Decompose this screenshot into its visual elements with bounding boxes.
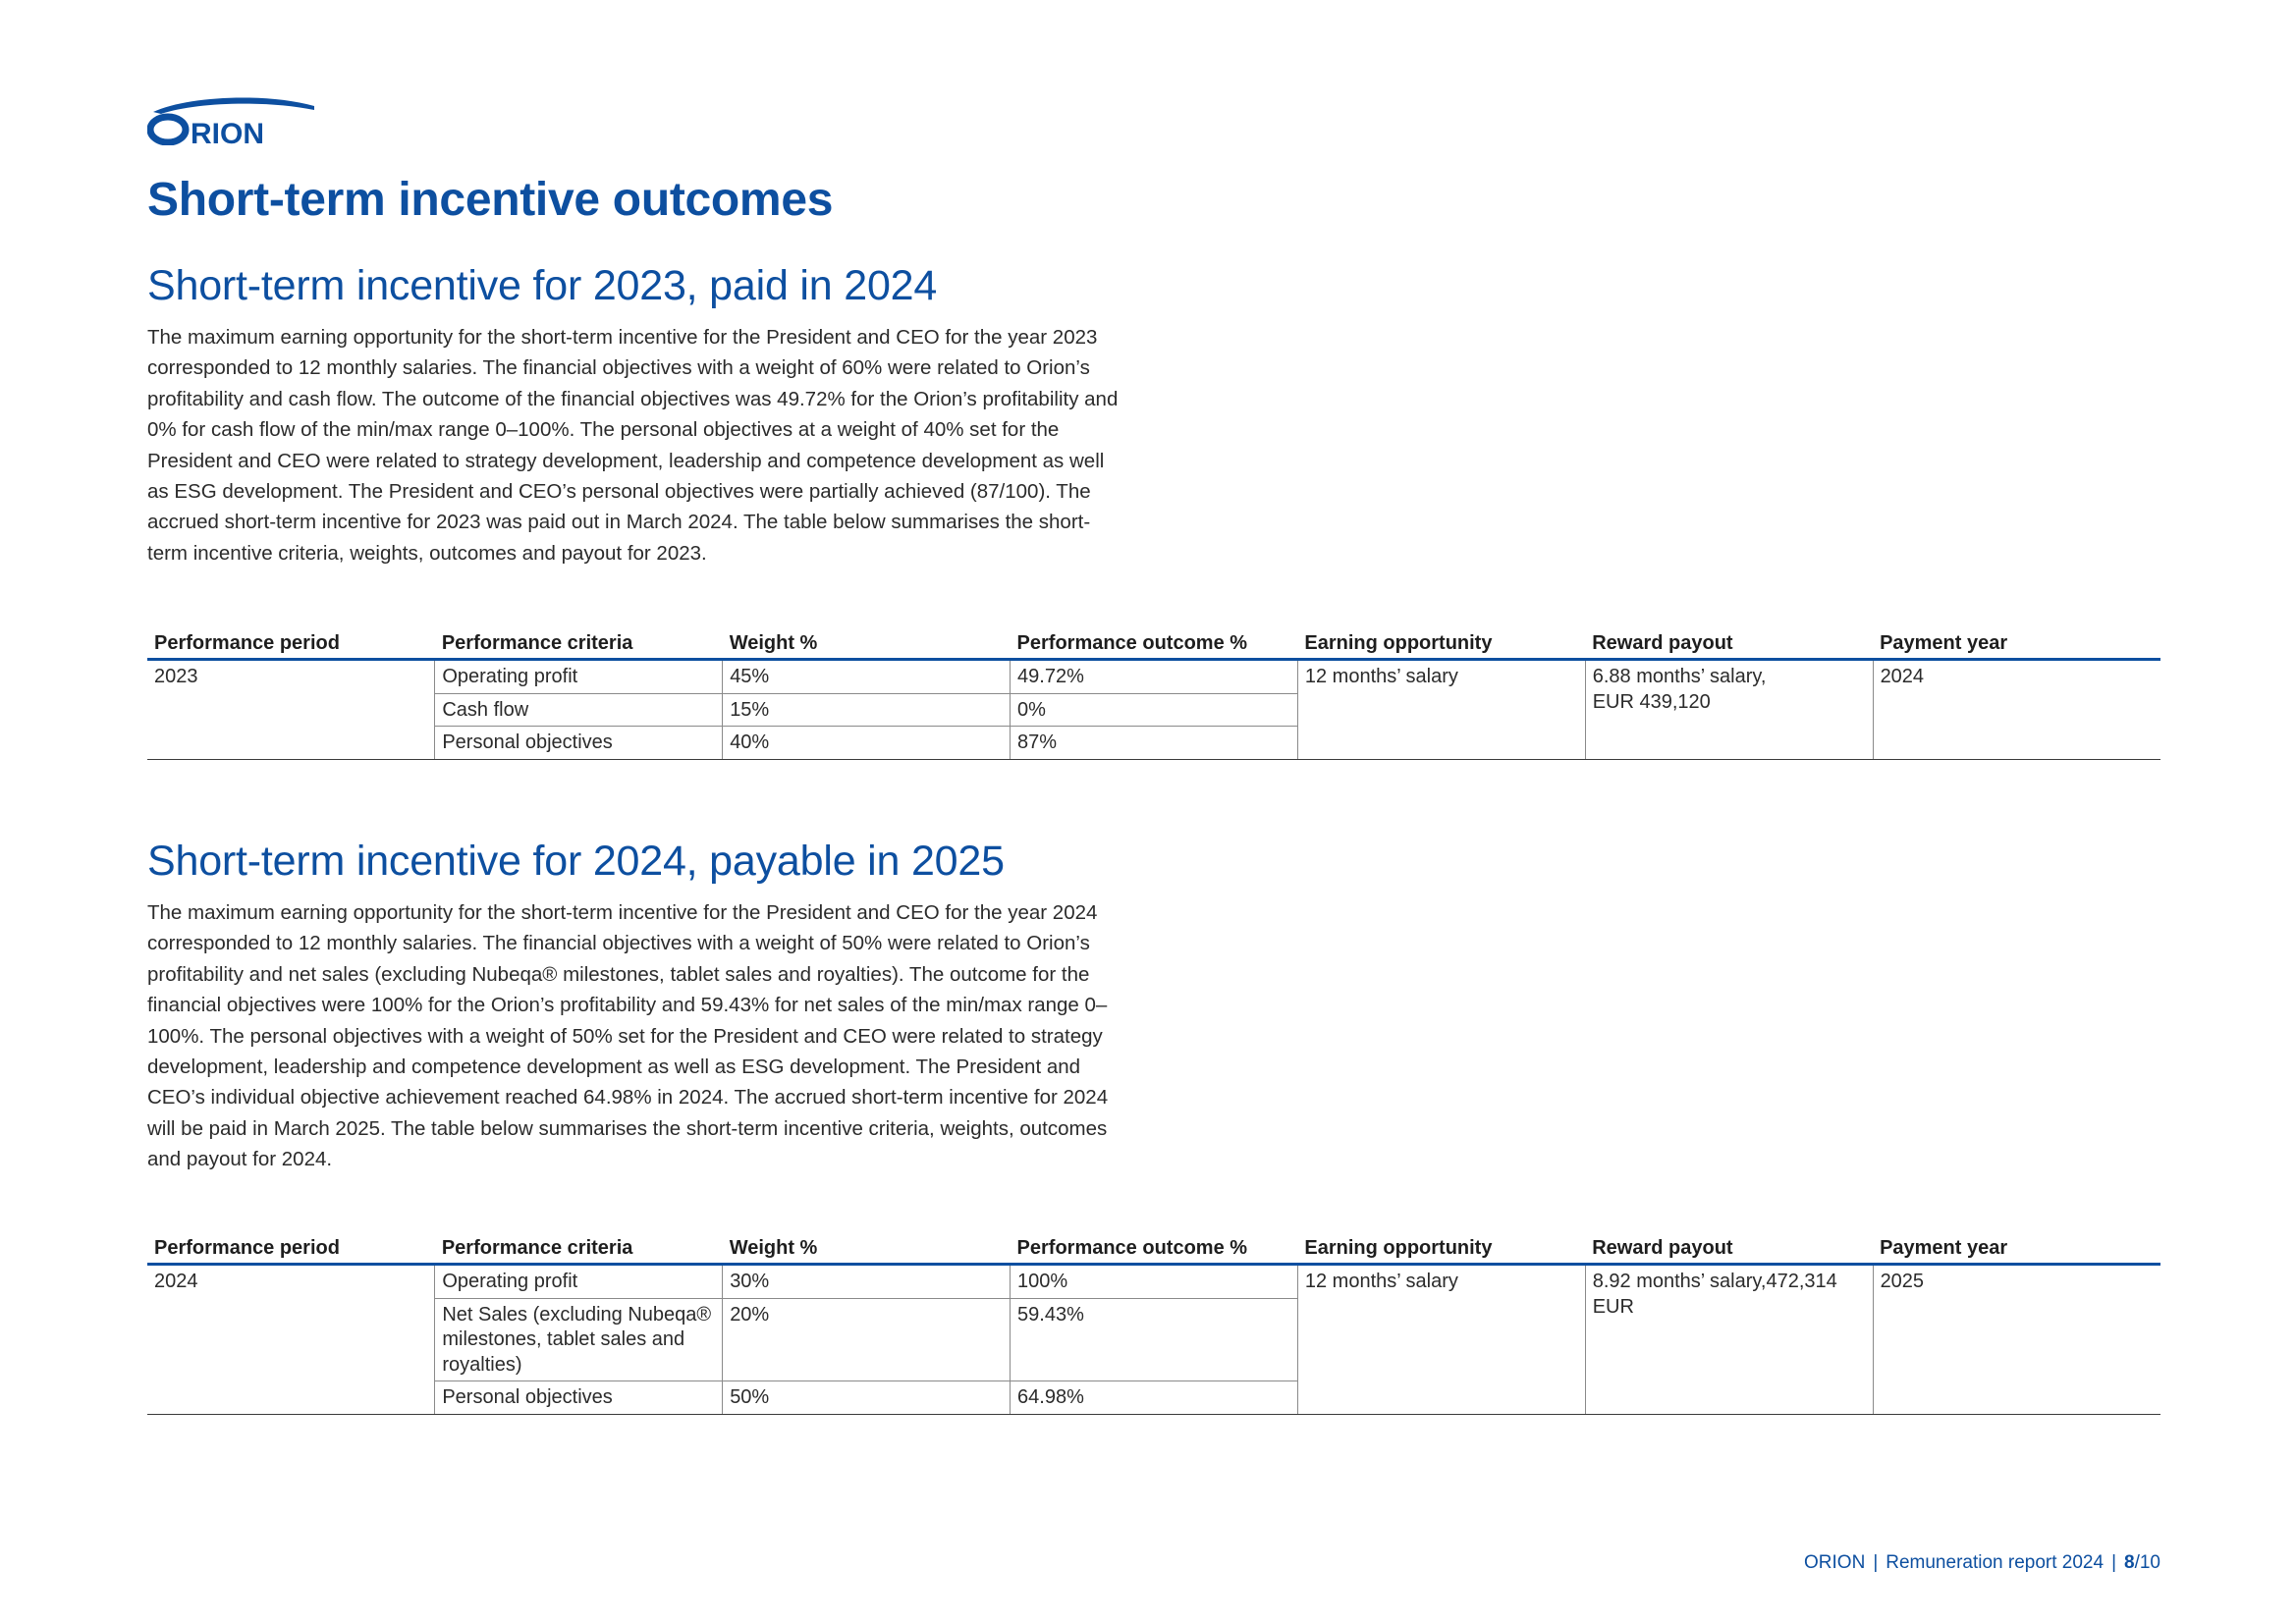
svg-text:RION: RION xyxy=(191,118,264,145)
column-header: Performance criteria xyxy=(434,627,723,661)
reward-payout-line: 6.88 months’ salary, xyxy=(1592,666,1767,687)
weight-cell: 15% xyxy=(722,692,1011,727)
criteria-cell: Operating profit xyxy=(434,659,723,693)
column-header: Earning opportunity xyxy=(1297,1232,1586,1266)
table-row: 2023 Operating profit 45% 49.72% 12 mont… xyxy=(147,659,2160,760)
page-footer: ORION | Remuneration report 2024 | 8/10 xyxy=(1804,1552,2160,1574)
weight-cell: 30% xyxy=(722,1264,1011,1298)
column-header: Payment year xyxy=(1873,1232,2160,1266)
table-row: Personal objectives 40% 87% xyxy=(147,726,2160,760)
footer-report: Remuneration report 2024 xyxy=(1886,1552,2105,1573)
table-row: 2024 Operating profit 30% 100% 12 months… xyxy=(147,1264,2160,1415)
section-title: Short-term incentive for 2024, payable i… xyxy=(147,838,1005,885)
incentive-table-2024: Performance period Performance criteria … xyxy=(147,1232,2160,1415)
column-header: Performance outcome % xyxy=(1010,1232,1298,1266)
section-2023: Short-term incentive for 2023, paid in 2… xyxy=(147,259,2160,760)
criteria-cell: Net Sales (excluding Nubeqa® milestones,… xyxy=(434,1297,723,1381)
column-header: Weight % xyxy=(722,627,1011,661)
criteria-cell: Cash flow xyxy=(434,692,723,727)
weight-cell: 45% xyxy=(722,659,1011,693)
earning-opportunity-cell: 12 months’ salary xyxy=(1296,1264,1586,1415)
column-header: Performance period xyxy=(147,627,435,661)
footer-separator: | xyxy=(2111,1552,2116,1573)
table-header-row: Performance period Performance criteria … xyxy=(147,627,2160,661)
table-row: Cash flow 15% 0% xyxy=(147,692,2160,727)
page-title: Short-term incentive outcomes xyxy=(147,174,834,226)
outcome-cell: 64.98% xyxy=(1010,1380,1298,1415)
column-header: Reward payout xyxy=(1585,627,1874,661)
column-header: Payment year xyxy=(1873,627,2160,661)
section-2024: Short-term incentive for 2024, payable i… xyxy=(147,835,2160,1415)
outcome-cell: 87% xyxy=(1010,726,1298,760)
incentive-table-2023: Performance period Performance criteria … xyxy=(147,627,2160,760)
column-header: Performance outcome % xyxy=(1010,627,1298,661)
column-header: Weight % xyxy=(722,1232,1011,1266)
page-number-total: /10 xyxy=(2134,1552,2160,1573)
period-cell: 2024 xyxy=(147,1264,435,1415)
criteria-cell: Operating profit xyxy=(434,1264,723,1298)
payment-year-cell: 2024 xyxy=(1872,659,2160,760)
column-header: Performance criteria xyxy=(434,1232,723,1266)
earning-opportunity-cell: 12 months’ salary xyxy=(1296,659,1586,760)
footer-company: ORION xyxy=(1804,1552,1866,1573)
section-body: The maximum earning opportunity for the … xyxy=(147,901,1109,1171)
column-header: Performance period xyxy=(147,1232,435,1266)
payment-year-cell: 2025 xyxy=(1872,1264,2160,1415)
table-row: Net Sales (excluding Nubeqa® milestones,… xyxy=(147,1297,2160,1381)
column-header: Earning opportunity xyxy=(1297,627,1586,661)
weight-cell: 40% xyxy=(722,726,1011,760)
orion-logo: RION xyxy=(147,97,314,145)
reward-payout-line: EUR 439,120 xyxy=(1592,690,1711,713)
reward-payout-cell: 6.88 months’ salary, EUR 439,120 xyxy=(1584,659,1874,760)
reward-payout-cell: 8.92 months’ salary,472,314 EUR xyxy=(1584,1264,1874,1415)
footer-separator: | xyxy=(1873,1552,1879,1573)
table-header-row: Performance period Performance criteria … xyxy=(147,1232,2160,1266)
table-row: Personal objectives 50% 64.98% xyxy=(147,1380,2160,1415)
page-number-current: 8 xyxy=(2124,1552,2135,1573)
outcome-cell: 59.43% xyxy=(1010,1297,1298,1381)
outcome-cell: 49.72% xyxy=(1010,659,1298,693)
outcome-cell: 100% xyxy=(1010,1264,1298,1298)
criteria-cell: Personal objectives xyxy=(434,726,723,760)
period-cell: 2023 xyxy=(147,659,435,760)
column-header: Reward payout xyxy=(1585,1232,1874,1266)
weight-cell: 50% xyxy=(722,1380,1011,1415)
section-title: Short-term incentive for 2023, paid in 2… xyxy=(147,262,938,309)
criteria-cell: Personal objectives xyxy=(434,1380,723,1415)
weight-cell: 20% xyxy=(722,1297,1011,1381)
section-body: The maximum earning opportunity for the … xyxy=(147,326,1119,565)
outcome-cell: 0% xyxy=(1010,692,1298,727)
